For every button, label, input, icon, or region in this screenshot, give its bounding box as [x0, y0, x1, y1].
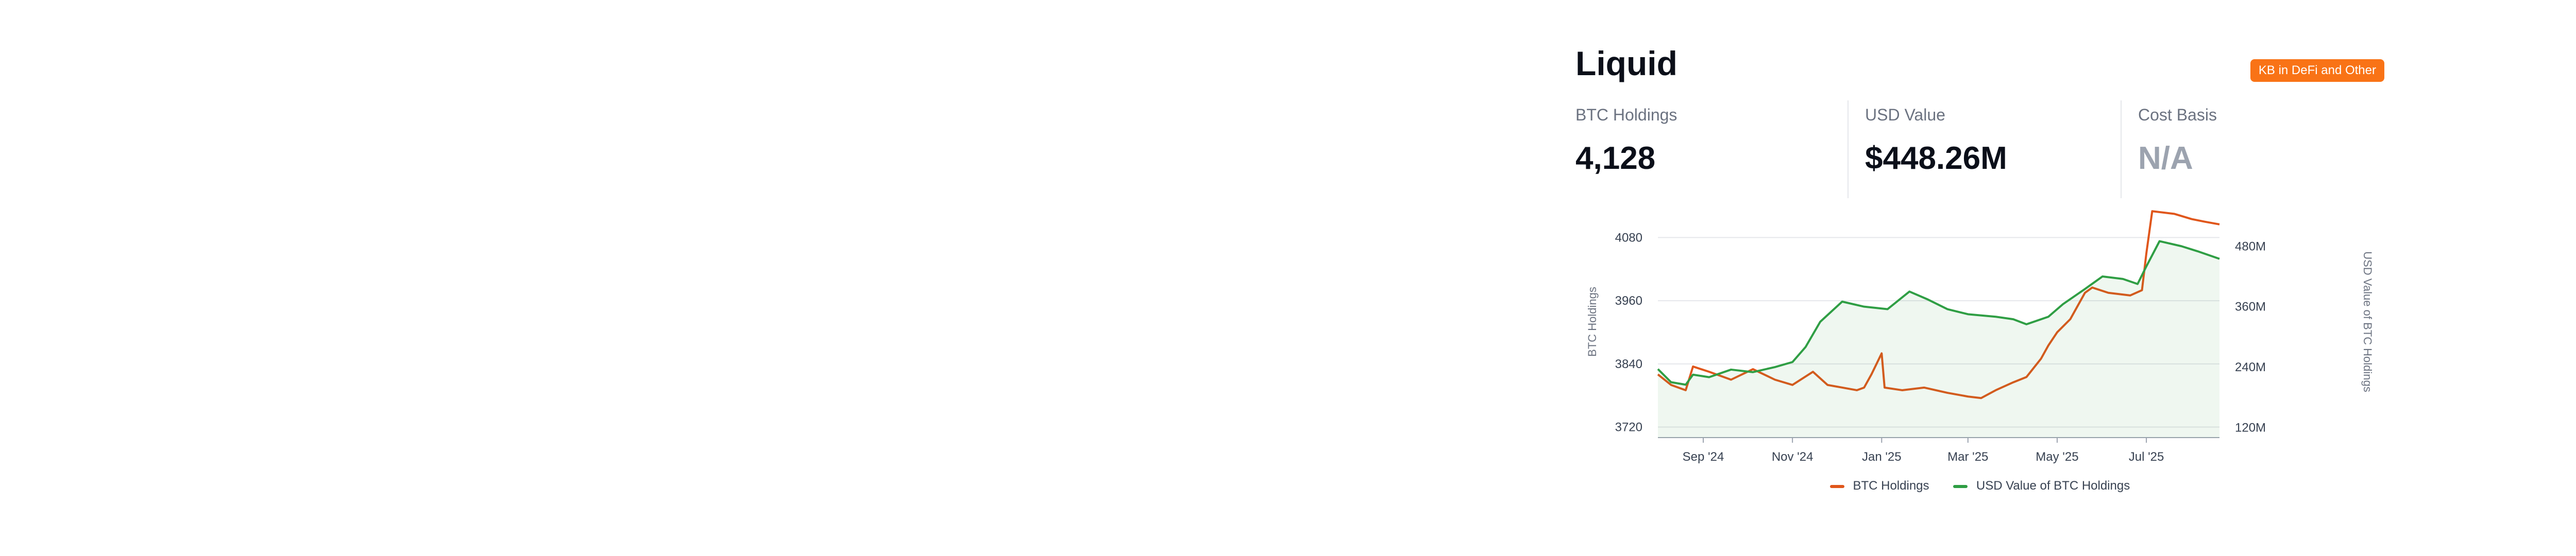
x-tick-label: May '25	[2036, 450, 2078, 464]
stats-row: BTC Holdings 4,128 USD Value $448.26M Co…	[1575, 100, 2384, 198]
holdings-chart[interactable]: 4080 3960 3840 3720 480M 360M 240M 120M Sep '24 N…	[1575, 196, 2384, 484]
legend-label: BTC Holdings	[1853, 479, 1929, 493]
stat-divider	[1848, 100, 1849, 198]
series-area-usd	[1658, 241, 2219, 438]
x-tick-label: Jan '25	[1862, 450, 1902, 464]
y-left-tick-label: 3840	[1615, 357, 1642, 371]
stat-cost-basis: Cost Basis N/A	[2138, 100, 2217, 198]
stat-label: BTC Holdings	[1575, 106, 1677, 124]
chart-legend: BTC Holdings USD Value of BTC Holdings	[1575, 479, 2384, 493]
legend-label: USD Value of BTC Holdings	[1976, 479, 2130, 493]
series-line-usd	[1657, 240, 2220, 386]
card-title: Liquid	[1575, 44, 1677, 82]
y-right-tick-label: 360M	[2235, 300, 2266, 314]
stat-value: 4,128	[1575, 141, 1656, 176]
legend-swatch-usd	[1953, 484, 1968, 488]
y-left-axis-title: BTC Holdings	[1586, 287, 1599, 357]
y-left-tick-label: 4080	[1615, 231, 1642, 245]
x-tick-label: Nov '24	[1772, 450, 1814, 464]
x-tick-label: Jul '25	[2129, 450, 2164, 464]
stat-divider	[2121, 100, 2122, 198]
x-tick-label: Mar '25	[1947, 450, 1988, 464]
stat-value: $448.26M	[1865, 141, 2007, 176]
y-right-tick-label: 240M	[2235, 360, 2266, 374]
stat-btc-holdings: BTC Holdings 4,128	[1575, 100, 1677, 198]
legend-swatch-btc	[1829, 484, 1844, 488]
y-right-tick-label: 480M	[2235, 239, 2266, 253]
legend-item-btc[interactable]: BTC Holdings	[1829, 479, 1929, 493]
y-right-tick-label: 120M	[2235, 421, 2266, 435]
stat-usd-value: USD Value $448.26M	[1865, 100, 2007, 198]
y-left-tick-label: 3960	[1615, 294, 1642, 308]
y-left-tick-label: 3720	[1615, 421, 1642, 435]
y-right-axis-title: USD Value of BTC Holdings	[2361, 251, 2374, 392]
legend-item-usd[interactable]: USD Value of BTC Holdings	[1953, 479, 2130, 493]
stat-label: USD Value	[1865, 106, 1945, 124]
x-tick-label: Sep '24	[1683, 450, 1724, 464]
defi-badge[interactable]: KB in DeFi and Other	[2250, 59, 2384, 82]
stat-label: Cost Basis	[2138, 106, 2217, 124]
liquid-card: Liquid KB in DeFi and Other BTC Holdings…	[1575, 39, 2384, 533]
stat-value: N/A	[2138, 141, 2193, 176]
series-line-btc	[1657, 210, 2220, 399]
